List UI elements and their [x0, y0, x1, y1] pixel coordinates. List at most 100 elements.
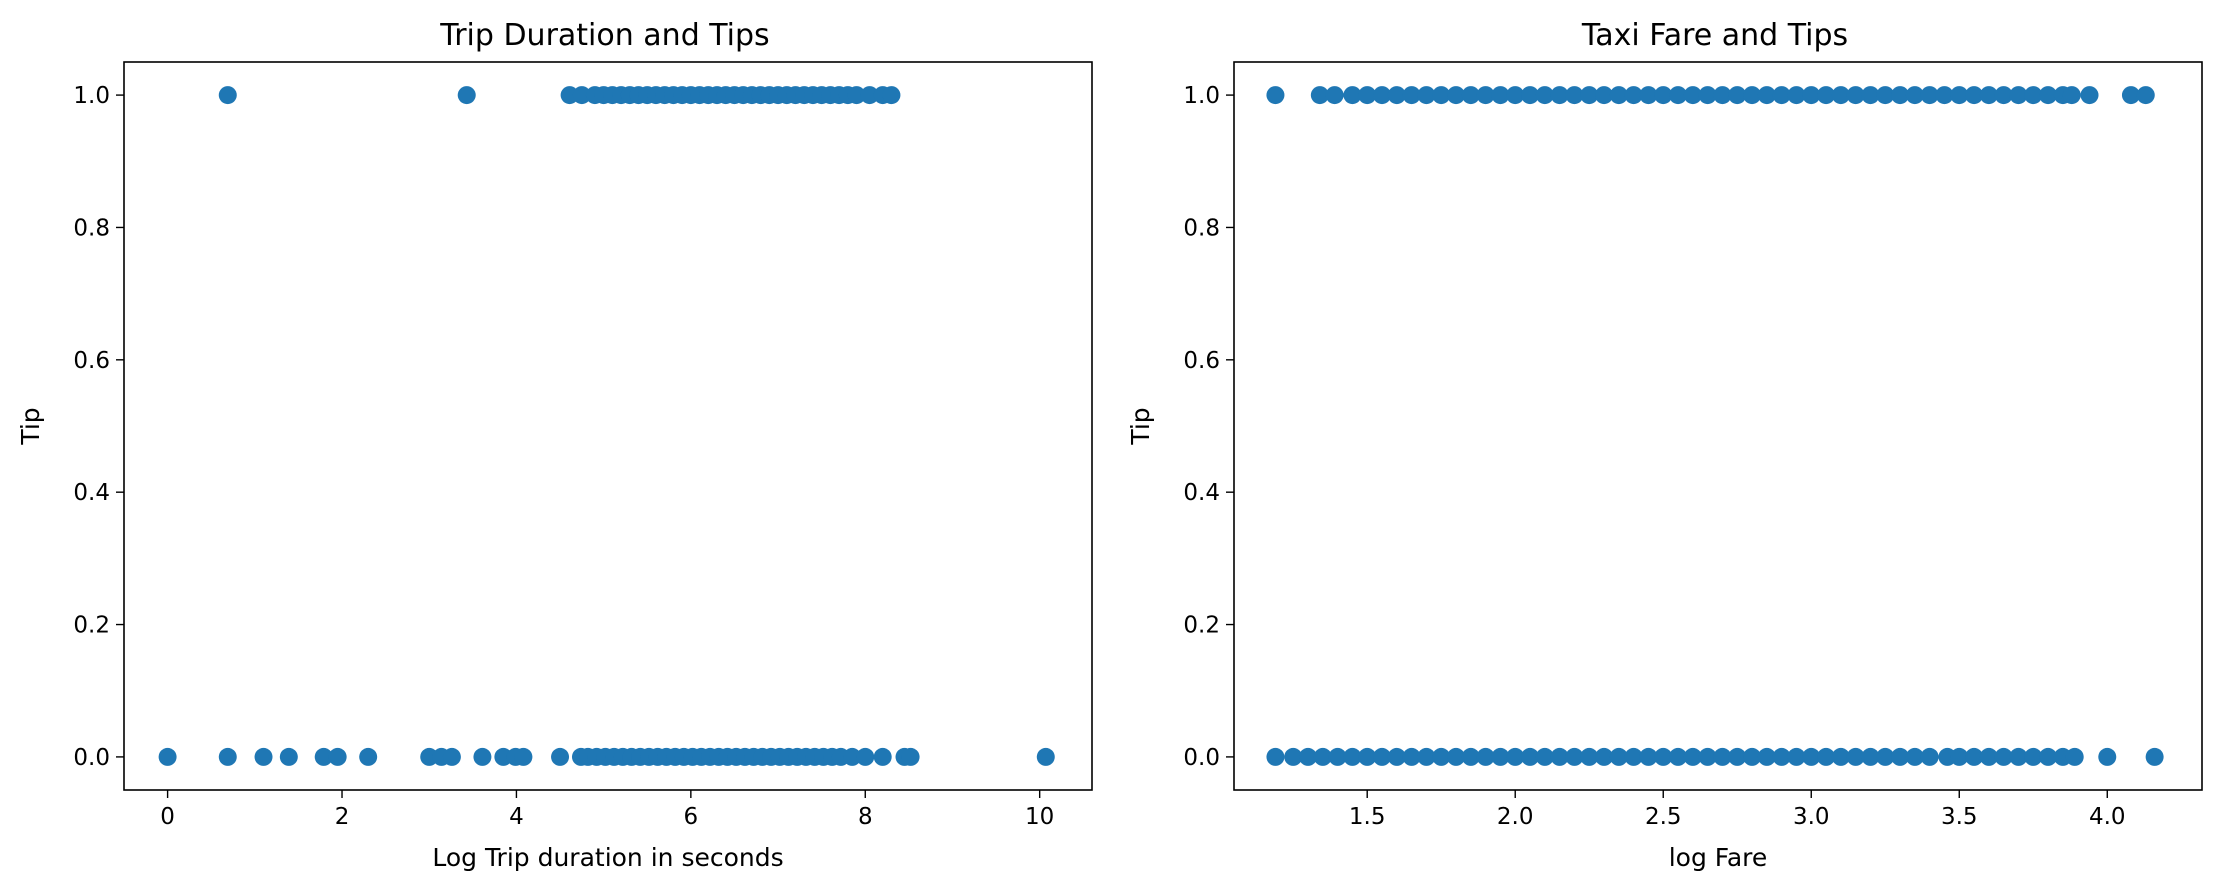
- scatter-point: [1521, 86, 1540, 105]
- scatter-point: [457, 86, 476, 105]
- scatter-point: [1994, 747, 2013, 766]
- scatter-point: [1920, 747, 1939, 766]
- y-axis-ticks: 0.0 0.2 0.4 0.6 0.8 1.0: [1183, 83, 1234, 771]
- scatter-point: [873, 747, 892, 766]
- scatter-point: [2098, 747, 2117, 766]
- y-axis-label: Tip: [16, 407, 45, 445]
- scatter-point: [1713, 747, 1732, 766]
- scatter-point: [1550, 747, 1569, 766]
- scatter-point: [1447, 747, 1466, 766]
- scatter-point: [1817, 747, 1836, 766]
- scatter-point: [1343, 86, 1362, 105]
- scatter-point: [2062, 86, 2081, 105]
- scatter-point: [1831, 747, 1850, 766]
- scatter-point: [1506, 747, 1525, 766]
- x-tick-label: 2.0: [1497, 804, 1534, 830]
- subplot-taxi-fare: Taxi Fare and Tips 1.5 2.0 2.5 3.0 3.5 4.0 0.…: [1126, 18, 2203, 872]
- scatter-point: [1325, 86, 1344, 105]
- scatter-point: [1491, 86, 1510, 105]
- scatter-point: [1876, 747, 1895, 766]
- scatter-point: [551, 747, 570, 766]
- scatter-point: [1920, 86, 1939, 105]
- x-tick-label: 4.0: [2089, 804, 2126, 830]
- scatter-point: [2009, 747, 2028, 766]
- scatter-point: [1266, 86, 1285, 105]
- scatter-point: [254, 747, 273, 766]
- scatter-point: [1846, 86, 1865, 105]
- scatter-point: [1772, 86, 1791, 105]
- y-tick-label: 0.0: [1183, 745, 1220, 771]
- scatter-point: [1905, 747, 1924, 766]
- scatter-point: [158, 747, 177, 766]
- scatter-point: [1728, 747, 1747, 766]
- scatter-point: [1772, 747, 1791, 766]
- scatter-point: [314, 747, 333, 766]
- scatter-point: [572, 86, 591, 105]
- scatter-point: [1965, 747, 1984, 766]
- scatter-point: [1861, 747, 1880, 766]
- scatter-point: [1698, 86, 1717, 105]
- scatter-point: [1624, 86, 1643, 105]
- x-tick-label: 3.0: [1793, 804, 1830, 830]
- scatter-point: [1698, 747, 1717, 766]
- scatter-point: [1387, 747, 1406, 766]
- scatter-point: [1358, 86, 1377, 105]
- scatter-point: [2136, 86, 2155, 105]
- scatter-point: [1313, 747, 1332, 766]
- scatter-point: [1683, 747, 1702, 766]
- scatter-point: [1595, 747, 1614, 766]
- x-axis-label: Log Trip duration in seconds: [432, 843, 783, 872]
- scatter-point: [1861, 86, 1880, 105]
- scatter-points: [158, 86, 1055, 766]
- y-axis-ticks: 0.0 0.2 0.4 0.6 0.8 1.0: [73, 83, 124, 771]
- scatter-point: [1639, 86, 1658, 105]
- scatter-point: [2039, 86, 2058, 105]
- y-tick-label: 0.6: [1183, 348, 1220, 374]
- scatter-point: [1595, 86, 1614, 105]
- scatter-point: [1373, 86, 1392, 105]
- scatter-point: [1994, 86, 2013, 105]
- x-tick-label: 10: [1025, 804, 1054, 830]
- chart-title: Trip Duration and Tips: [439, 18, 769, 53]
- subplot-trip-duration: Trip Duration and Tips 0 2 4 6 8 10 0.0 0.2 0.4…: [16, 18, 1093, 872]
- scatter-point: [1402, 747, 1421, 766]
- x-tick-label: 2: [335, 804, 350, 830]
- scatter-points: [1266, 86, 2164, 766]
- y-tick-label: 0.8: [1183, 215, 1220, 241]
- y-tick-label: 1.0: [1183, 83, 1220, 109]
- scatter-point: [1461, 86, 1480, 105]
- scatter-point: [1757, 86, 1776, 105]
- chart-title: Taxi Fare and Tips: [1581, 18, 1848, 53]
- x-tick-label: 3.5: [1941, 804, 1978, 830]
- x-axis-label: log Fare: [1669, 843, 1768, 872]
- scatter-point: [1743, 747, 1762, 766]
- scatter-point: [1328, 747, 1347, 766]
- scatter-point: [2024, 86, 2043, 105]
- scatter-point: [1669, 747, 1688, 766]
- scatter-point: [1432, 747, 1451, 766]
- x-tick-label: 8: [858, 804, 873, 830]
- scatter-point: [1654, 747, 1673, 766]
- scatter-point: [1935, 86, 1954, 105]
- scatter-point: [1432, 86, 1451, 105]
- scatter-point: [1299, 747, 1318, 766]
- scatter-point: [1950, 747, 1969, 766]
- scatter-point: [2039, 747, 2058, 766]
- x-tick-label: 4: [509, 804, 524, 830]
- scatter-point: [1565, 747, 1584, 766]
- scatter-point: [1876, 86, 1895, 105]
- scatter-point: [473, 747, 492, 766]
- y-axis-label: Tip: [1126, 407, 1155, 445]
- scatter-point: [1728, 86, 1747, 105]
- scatter-point: [1609, 747, 1628, 766]
- scatter-point: [1757, 747, 1776, 766]
- scatter-point: [1550, 86, 1569, 105]
- x-axis-ticks: 1.5 2.0 2.5 3.0 3.5 4.0: [1349, 790, 2126, 830]
- scatter-point: [1831, 86, 1850, 105]
- scatter-point: [1743, 86, 1762, 105]
- scatter-point: [328, 747, 347, 766]
- scatter-point: [1846, 747, 1865, 766]
- scatter-point: [514, 747, 533, 766]
- y-tick-label: 0.6: [73, 348, 110, 374]
